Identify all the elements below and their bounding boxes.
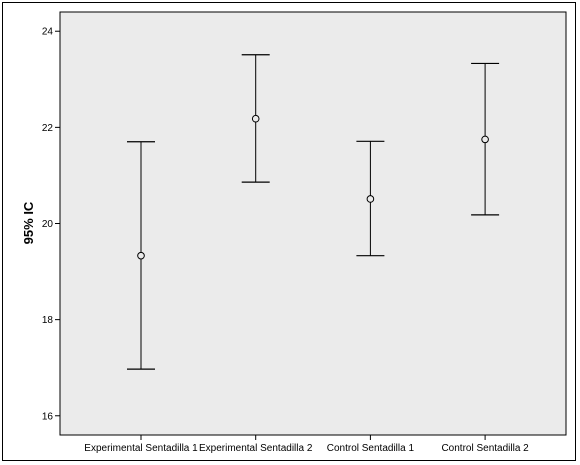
y-tick-label-22: 22 xyxy=(42,123,54,134)
plot-area xyxy=(59,11,567,436)
mean-point xyxy=(481,135,489,144)
y-axis-title: 95% IC xyxy=(21,201,36,244)
error-bars xyxy=(127,54,500,370)
error-bar-3 xyxy=(356,140,385,257)
y-axis: 16 18 20 22 24 xyxy=(42,27,60,422)
mean-point xyxy=(137,251,145,260)
error-bar-2 xyxy=(241,54,270,183)
mean-point xyxy=(366,195,375,203)
x-tick-label-2: Experimental Sentadilla 2 xyxy=(199,443,313,454)
x-tick-label-4: Control Sentadilla 2 xyxy=(441,443,529,454)
y-tick-label-20: 20 xyxy=(42,219,54,230)
y-tick-label-18: 18 xyxy=(42,315,54,326)
x-tick-label-3: Control Sentadilla 1 xyxy=(327,443,415,454)
y-tick-label-16: 16 xyxy=(42,411,54,422)
error-bar-1 xyxy=(127,141,155,370)
x-tick-label-1: Experimental Sentadilla 1 xyxy=(84,443,198,454)
error-bar-4 xyxy=(471,62,500,216)
mean-point xyxy=(251,114,260,123)
y-tick-label-24: 24 xyxy=(42,27,54,38)
x-axis: Experimental Sentadilla 1 Experimental Se… xyxy=(84,435,529,454)
